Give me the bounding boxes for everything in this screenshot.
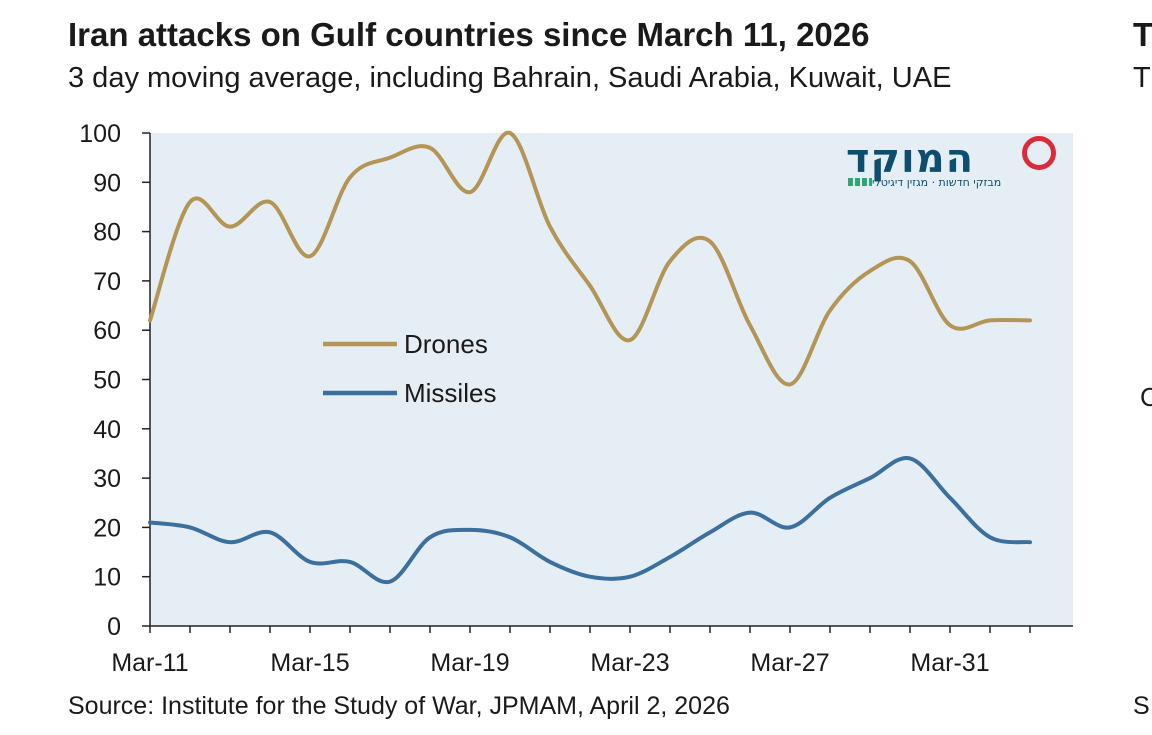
series-line-missiles <box>148 456 1032 585</box>
logo-wordmark: המוקד <box>846 136 975 182</box>
y-tick-label: 80 <box>93 219 121 247</box>
clipped-neighbor-label: C <box>1140 382 1152 412</box>
x-tick-label: Mar-11 <box>111 649 188 677</box>
y-tick-label: 60 <box>93 317 121 345</box>
clipped-neighbor-title: T <box>1133 16 1152 53</box>
y-tick-label: 20 <box>93 514 121 542</box>
plot-area <box>150 133 1073 626</box>
y-tick-label: 100 <box>79 120 121 148</box>
y-tick-label: 50 <box>93 367 121 395</box>
x-tick-label: Mar-23 <box>590 649 669 677</box>
y-tick-label: 0 <box>107 613 121 641</box>
chart-title: Iran attacks on Gulf countries since Mar… <box>68 16 870 53</box>
series-line-drones <box>148 130 1032 387</box>
x-tick-label: Mar-19 <box>430 649 509 677</box>
chart-subtitle: 3 day moving average, including Bahrain,… <box>68 62 952 94</box>
y-tick-label: 70 <box>93 268 121 296</box>
logo-dots-icon <box>848 178 872 186</box>
x-tick-label: Mar-27 <box>750 649 829 677</box>
y-tick-label: 30 <box>93 465 121 493</box>
y-tick-label: 40 <box>93 416 121 444</box>
logo-tagline: מבזקי חדשות · מגזין דיגיטלי <box>872 176 1002 189</box>
y-tick-label: 10 <box>93 564 121 592</box>
logo-ring-icon <box>1022 136 1056 170</box>
legend-label-missiles: Missiles <box>404 378 496 408</box>
clipped-neighbor-subtitle: T <box>1133 62 1151 94</box>
chart-source: Source: Institute for the Study of War, … <box>68 692 730 720</box>
x-tick-label: Mar-15 <box>270 649 349 677</box>
y-tick-label: 90 <box>93 169 121 197</box>
x-tick-label: Mar-31 <box>910 649 989 677</box>
legend-label-drones: Drones <box>404 329 488 359</box>
clipped-neighbor-source: S <box>1133 692 1150 720</box>
publisher-logo: המוקד מבזקי חדשות · מגזין דיגיטלי <box>846 136 1056 192</box>
